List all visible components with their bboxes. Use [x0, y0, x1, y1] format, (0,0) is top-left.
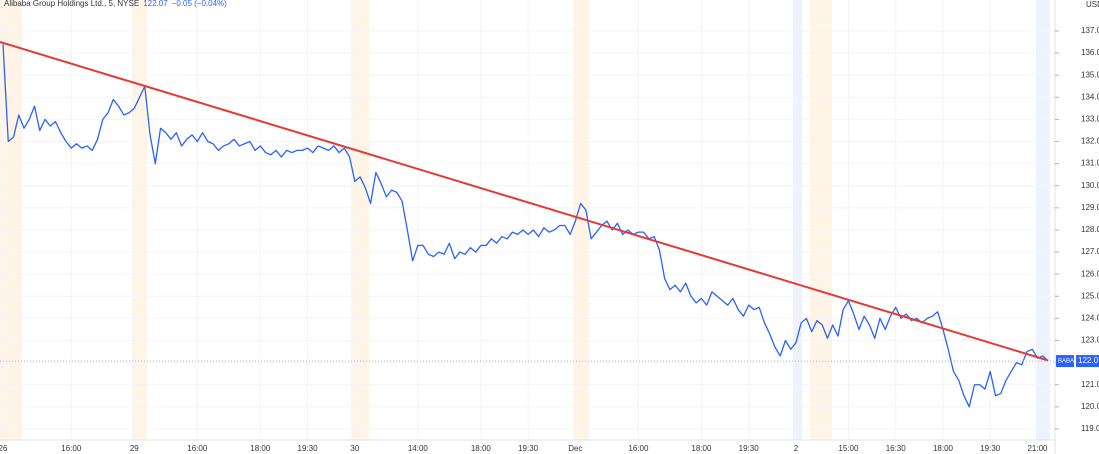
- x-tick-label: 19:30: [739, 444, 760, 453]
- y-tick-label: 137.00: [1081, 26, 1099, 35]
- trendline: [0, 41, 1049, 362]
- session-bands: [0, 0, 1050, 440]
- x-tick-label: 15:00: [838, 444, 859, 453]
- x-tick-label: 21:00: [1027, 444, 1048, 453]
- y-tick-label: 120.00: [1081, 402, 1099, 411]
- x-tick-label: 16:00: [187, 444, 208, 453]
- x-tick-label: 18:00: [471, 444, 492, 453]
- extended-hours-band: [793, 0, 802, 440]
- x-tick-label: Dec: [568, 444, 582, 453]
- extended-hours-band: [351, 0, 369, 440]
- y-tick-label: 123.00: [1081, 336, 1099, 345]
- x-tick-label: 19:30: [298, 444, 319, 453]
- last-price: 122.07: [143, 0, 168, 8]
- y-tick-label: 136.00: [1081, 48, 1099, 57]
- x-tick-label: 18:00: [933, 444, 954, 453]
- extended-hours-band: [1036, 0, 1050, 440]
- x-tick-label: 29: [130, 444, 139, 453]
- extended-hours-band: [132, 0, 147, 440]
- y-tick-label: 129.00: [1081, 203, 1099, 212]
- currency-label: USD: [1086, 0, 1099, 9]
- y-tick-label: 132.00: [1081, 137, 1099, 146]
- x-tick-label: 18:00: [250, 444, 271, 453]
- y-tick-label: 124.00: [1081, 314, 1099, 323]
- price-line: [2, 44, 1049, 408]
- y-tick-label: 135.00: [1081, 70, 1099, 79]
- symbol-title: Alibaba Group Holdings Ltd., 5, NYSE 122.…: [4, 0, 227, 8]
- y-tick-label: 131.00: [1081, 159, 1099, 168]
- y-tick-label: 133.00: [1081, 115, 1099, 124]
- x-tick-label: 18:00: [691, 444, 712, 453]
- y-tick-label: 128.00: [1081, 225, 1099, 234]
- x-tick-label: 26: [0, 444, 8, 453]
- symbol-tag: [1056, 355, 1074, 368]
- y-tick-label: 125.00: [1081, 291, 1099, 300]
- x-tick-label: 14:00: [408, 444, 429, 453]
- x-tick-label: 16:00: [61, 444, 82, 453]
- y-tick-label: 126.00: [1081, 269, 1099, 278]
- y-tick-label: 127.00: [1081, 247, 1099, 256]
- x-tick-label: 30: [350, 444, 359, 453]
- last-price-label: 122.07: [1078, 356, 1099, 365]
- symbol-name: Alibaba Group Holdings Ltd., 5, NYSE: [4, 0, 139, 8]
- y-tick-label: 121.00: [1081, 380, 1099, 389]
- symbol-tag-label: BABA: [1058, 359, 1074, 365]
- x-tick-label: 19:30: [980, 444, 1001, 453]
- last-price-tag: [1076, 355, 1099, 368]
- y-tick-label: 119.00: [1081, 424, 1099, 433]
- extended-hours-band: [810, 0, 832, 440]
- y-tick-label: 130.00: [1081, 181, 1099, 190]
- extended-hours-band: [0, 0, 22, 440]
- x-tick-label: 2: [794, 444, 799, 453]
- extended-hours-band: [573, 0, 589, 440]
- x-tick-label: 16:30: [886, 444, 907, 453]
- x-tick-label: 16:00: [628, 444, 649, 453]
- price-change: −0.05 (−0.04%): [172, 0, 227, 8]
- y-tick-label: 134.00: [1081, 92, 1099, 101]
- x-tick-label: 19:30: [518, 444, 539, 453]
- grid: [0, 0, 1055, 440]
